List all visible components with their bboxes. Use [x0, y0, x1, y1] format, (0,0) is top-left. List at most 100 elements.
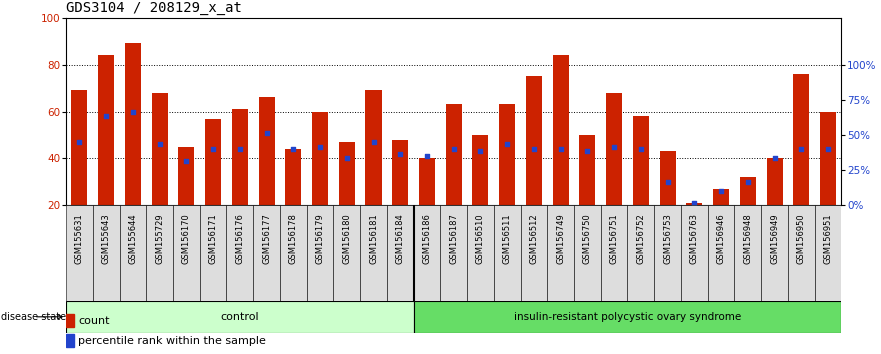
Point: [152, 142, 167, 147]
Bar: [494, 205, 521, 301]
Bar: [366, 90, 381, 205]
Text: GSM156753: GSM156753: [663, 213, 672, 264]
Bar: [606, 93, 622, 205]
Bar: [98, 55, 115, 205]
Bar: [146, 205, 173, 301]
Point: [313, 144, 327, 149]
Text: GSM155729: GSM155729: [155, 213, 164, 264]
Bar: [71, 90, 87, 205]
Bar: [253, 205, 280, 301]
Bar: [152, 93, 167, 205]
Text: GSM156186: GSM156186: [423, 213, 432, 264]
Text: GSM156951: GSM156951: [824, 213, 833, 264]
Text: GSM156752: GSM156752: [636, 213, 646, 264]
Point: [260, 130, 274, 136]
Bar: [258, 97, 275, 205]
Bar: [360, 205, 387, 301]
Bar: [419, 159, 435, 205]
Text: GSM156950: GSM156950: [796, 213, 806, 264]
Text: GDS3104 / 208129_x_at: GDS3104 / 208129_x_at: [66, 1, 242, 15]
Bar: [735, 205, 761, 301]
Bar: [681, 205, 707, 301]
Bar: [472, 135, 488, 205]
Point: [447, 146, 461, 152]
Bar: [601, 205, 627, 301]
Text: count: count: [78, 316, 110, 326]
Text: GSM156763: GSM156763: [690, 213, 699, 264]
Bar: [686, 203, 702, 205]
Point: [633, 146, 648, 152]
Bar: [521, 205, 547, 301]
Bar: [125, 44, 141, 205]
Bar: [93, 205, 120, 301]
Bar: [815, 205, 841, 301]
Point: [581, 149, 595, 154]
Point: [473, 149, 487, 154]
Bar: [226, 205, 253, 301]
Text: GSM156751: GSM156751: [610, 213, 618, 264]
Bar: [200, 205, 226, 301]
Text: GSM156749: GSM156749: [556, 213, 565, 264]
Text: GSM156510: GSM156510: [476, 213, 485, 264]
Text: GSM156178: GSM156178: [289, 213, 298, 264]
Point: [393, 151, 407, 156]
Bar: [761, 205, 788, 301]
Text: GSM155631: GSM155631: [75, 213, 84, 264]
Point: [821, 146, 835, 152]
Bar: [120, 205, 146, 301]
Point: [661, 179, 675, 185]
Text: GSM156511: GSM156511: [503, 213, 512, 264]
Text: GSM156170: GSM156170: [181, 213, 191, 264]
Bar: [312, 112, 328, 205]
Text: GSM156512: GSM156512: [529, 213, 538, 264]
Point: [233, 146, 247, 152]
Bar: [178, 147, 195, 205]
Bar: [232, 109, 248, 205]
Point: [420, 153, 434, 159]
Text: GSM156949: GSM156949: [770, 213, 779, 264]
Bar: [766, 159, 782, 205]
Text: GSM156181: GSM156181: [369, 213, 378, 264]
Point: [340, 156, 354, 161]
Bar: [307, 205, 333, 301]
Point: [553, 146, 567, 152]
Bar: [580, 135, 596, 205]
Text: GSM156176: GSM156176: [235, 213, 244, 264]
Point: [126, 109, 140, 114]
Text: GSM156171: GSM156171: [209, 213, 218, 264]
Bar: [713, 189, 729, 205]
Bar: [333, 205, 360, 301]
Point: [72, 139, 86, 145]
Bar: [627, 205, 655, 301]
Point: [206, 146, 220, 152]
Bar: [66, 314, 74, 327]
Point: [687, 200, 701, 206]
Bar: [413, 205, 440, 301]
Text: percentile rank within the sample: percentile rank within the sample: [78, 336, 266, 346]
Text: GSM155643: GSM155643: [101, 213, 111, 264]
Point: [286, 146, 300, 152]
Text: GSM155644: GSM155644: [129, 213, 137, 264]
Point: [794, 146, 808, 152]
Point: [527, 146, 541, 152]
Point: [741, 179, 755, 185]
Bar: [440, 205, 467, 301]
Text: GSM156179: GSM156179: [315, 213, 324, 264]
Bar: [280, 205, 307, 301]
Bar: [387, 205, 413, 301]
Text: GSM156948: GSM156948: [744, 213, 752, 264]
Bar: [526, 76, 542, 205]
Text: insulin-resistant polycystic ovary syndrome: insulin-resistant polycystic ovary syndr…: [514, 312, 741, 322]
Text: GSM156187: GSM156187: [449, 213, 458, 264]
Bar: [633, 116, 649, 205]
Bar: [547, 205, 574, 301]
Point: [714, 188, 728, 194]
Text: disease state: disease state: [2, 312, 66, 322]
Text: GSM156180: GSM156180: [343, 213, 352, 264]
Bar: [660, 152, 676, 205]
Bar: [820, 112, 836, 205]
Bar: [467, 205, 494, 301]
Bar: [446, 104, 462, 205]
Text: control: control: [220, 312, 259, 322]
Bar: [500, 104, 515, 205]
